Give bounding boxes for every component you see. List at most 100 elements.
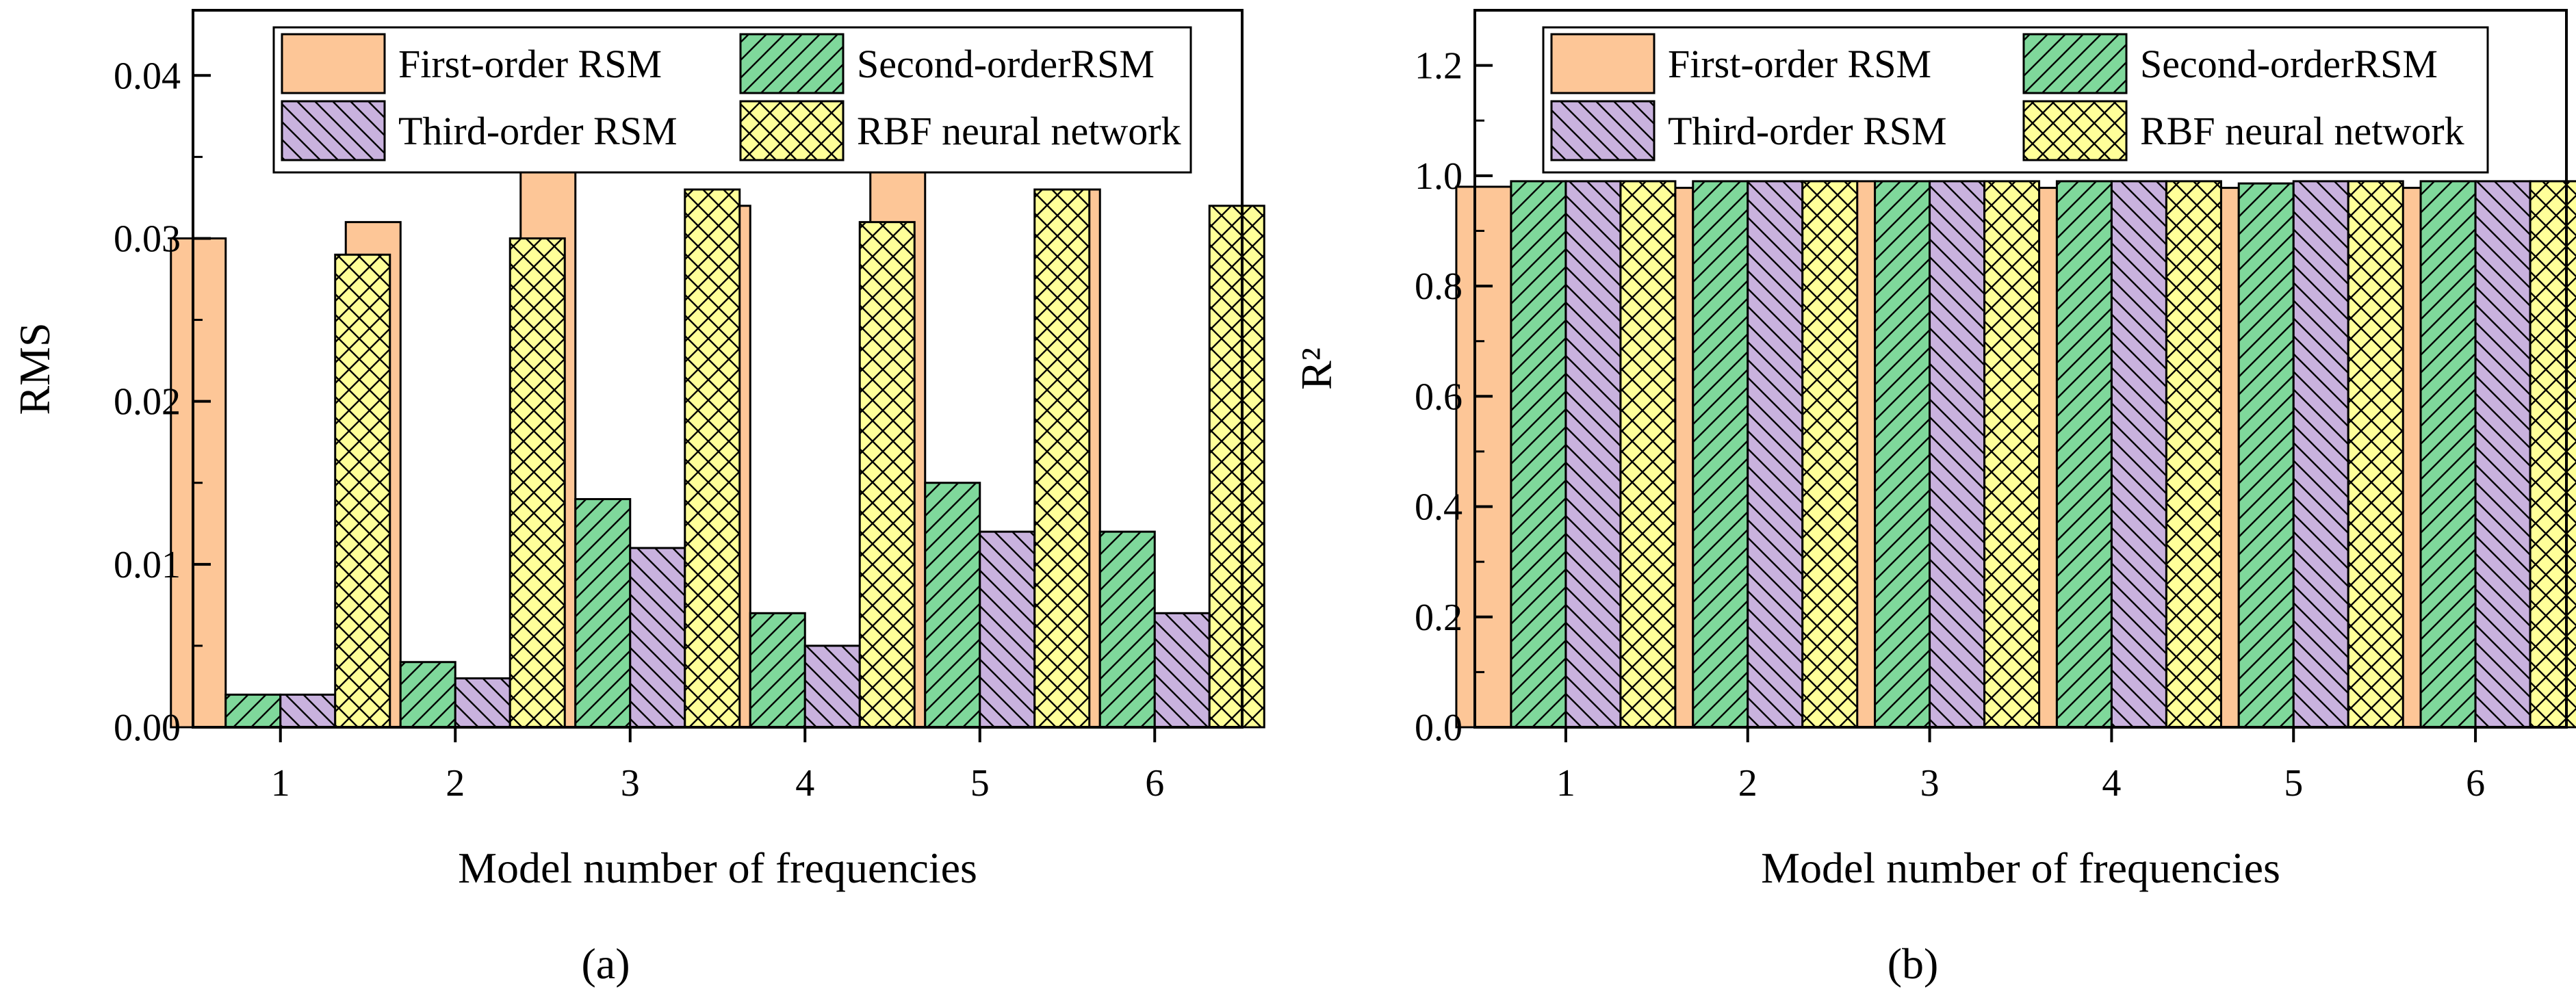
y-tick-label: 0.03 [114,218,181,260]
bar-hatch [860,222,915,727]
x-tick-label: 6 [1145,762,1164,805]
legend-swatch-hatch [740,101,843,160]
legend-label: Second-orderRSM [2140,42,2438,86]
plot-frame [192,9,1244,729]
bar-hatch [2166,181,2221,727]
bar-hatch [2057,181,2112,727]
legend-swatch-outline [2022,33,2128,94]
y-axis-label: RMS [10,322,59,415]
x-tick-label: 3 [621,762,640,805]
x-tick-label: 4 [795,762,814,805]
bar-hatch [455,678,511,727]
bar-hatch [1929,181,1985,727]
bar-hatch [575,499,630,727]
x-tick-label: 3 [1920,762,1940,805]
bar-hatch [1034,190,1090,727]
bar-hatch [805,645,860,727]
x-tick-label: 1 [1556,762,1575,805]
x-tick-label: 4 [2102,762,2121,805]
legend-label: Third-order RSM [1668,109,1947,153]
legend-swatch-outline [1550,100,1656,161]
bar-hatch [1155,613,1210,727]
y-tick-label: 0.0 [1415,707,1463,749]
y-tick-label: 1.2 [1415,45,1463,88]
bar-hatch [2421,181,2476,727]
legend-swatch-outline [739,33,845,94]
bar [1456,186,1511,727]
bar-hatch [1100,532,1155,727]
bar-hatch [684,190,740,727]
bar-hatch [925,482,980,727]
y-tick-label: 0.6 [1415,376,1463,418]
legend-label: First-order RSM [1668,42,1931,86]
bar-hatch [1692,181,1748,727]
bar-hatch [225,694,281,727]
bar-hatch [2239,183,2294,727]
legend-swatch-hatch [282,101,385,160]
x-tick-label: 2 [1738,762,1757,805]
x-axis-label: Model number of frequencies [1761,844,2280,892]
x-tick-label: 1 [271,762,290,805]
bar-hatch [1510,181,1566,727]
legend-swatch-outline [2022,100,2128,161]
bar-hatch [1802,181,1857,727]
legend-swatch-hatch [2024,101,2126,160]
chart-panel-b: 0.0 0.2 0.4 0.6 0.8 1.0 1.2 1 2 3 4 5 6 Model number … [1292,9,2576,988]
bar-hatch [2475,181,2531,727]
bar-hatch [1620,181,1675,727]
y-tick-label: 0.2 [1415,597,1463,639]
legend-label: Second-orderRSM [857,42,1155,86]
bar-hatch [510,238,565,727]
bar-hatch [1747,181,1803,727]
legend-swatch-hatch [1551,101,1654,160]
y-tick-label: 0.02 [114,381,181,423]
legend-box [1542,26,2489,174]
bar-hatch [1565,181,1621,727]
bar-hatch [335,254,390,728]
legend-swatch [1551,34,1654,93]
y-tick-label: 0.8 [1415,265,1463,308]
bar-hatch [2348,181,2404,727]
y-tick-label: 0.01 [114,544,181,586]
plot-frame [1473,9,2568,729]
legend-label: Third-order RSM [398,109,678,153]
y-tick-label: 0.4 [1415,486,1463,529]
bar-hatch [1984,181,2039,727]
x-tick-label: 6 [2466,762,2485,805]
y-tick-label: 0.00 [114,707,181,749]
legend-box [272,26,1192,174]
legend-swatch-outline [1550,33,1656,94]
bar-hatch [2530,181,2576,727]
legend-swatch-hatch [2024,34,2126,93]
bar-hatch [750,613,806,727]
panel-caption: (a) [581,939,630,988]
bar-hatch [2111,181,2167,727]
bar-hatch [400,662,456,727]
bar-hatch [630,548,685,727]
bar-hatch [2293,181,2349,727]
chart-panel-a: 0.00 0.01 0.02 0.03 0.04 1 2 3 4 5 6 Model number o… [10,9,1265,988]
y-tick-label: 1.0 [1415,155,1463,198]
panel-caption: (b) [1888,939,1939,988]
bar-hatch [1209,205,1265,727]
x-tick-label: 2 [446,762,465,805]
bar-hatch [979,532,1035,727]
legend: First-order RSM Second-orderRSM Third-orde… [1542,26,2489,174]
x-tick-label: 5 [2284,762,2303,805]
bar-hatch [1875,181,1930,727]
legend-swatch-outline [739,100,845,161]
bar-hatch [280,694,335,727]
y-tick-label: 0.04 [114,55,181,97]
x-axis-label: Model number of frequencies [458,844,977,892]
legend-swatch-hatch [740,34,843,93]
y-axis-label: R² [1292,348,1341,390]
legend-swatch-outline [281,33,386,94]
legend-swatch [282,34,385,93]
legend-label: First-order RSM [398,42,662,86]
x-tick-label: 5 [970,762,990,805]
legend: First-order RSM Second-orderRSM Third-orde… [272,26,1192,174]
legend-swatch-outline [281,100,386,161]
legend-label: RBF neural network [2140,109,2464,153]
legend-label: RBF neural network [857,109,1181,153]
